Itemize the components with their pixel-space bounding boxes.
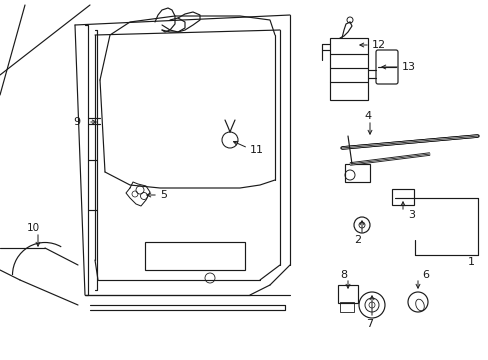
Text: 6: 6	[421, 270, 428, 280]
Text: 13: 13	[401, 62, 415, 72]
Bar	[329, 38, 367, 100]
Text: 2: 2	[354, 235, 361, 245]
Text: 12: 12	[371, 40, 386, 50]
Bar	[391, 189, 413, 205]
Bar	[345, 164, 369, 182]
Bar	[339, 302, 353, 312]
Text: 1: 1	[467, 257, 474, 267]
Text: 8: 8	[340, 270, 347, 280]
Text: 9: 9	[73, 117, 80, 127]
Text: 3: 3	[407, 210, 414, 220]
Bar	[145, 242, 244, 270]
Text: 7: 7	[366, 319, 373, 329]
Text: 11: 11	[249, 145, 264, 155]
Text: 5: 5	[160, 190, 167, 200]
Text: 10: 10	[26, 223, 40, 233]
Bar	[337, 285, 357, 303]
Text: 4: 4	[364, 111, 371, 121]
